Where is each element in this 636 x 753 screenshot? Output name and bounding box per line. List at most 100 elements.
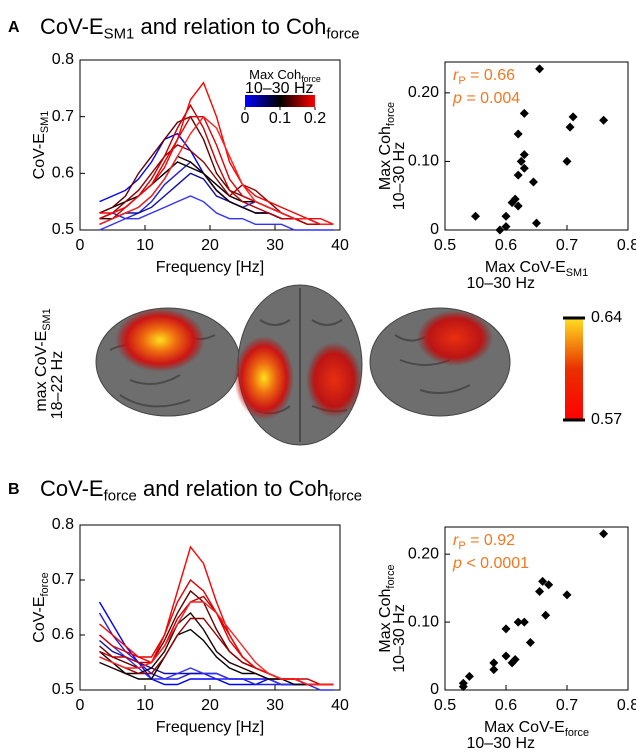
x-tick-label: 40 (331, 237, 349, 254)
scatter-point (528, 177, 538, 187)
y-tick-label: 0.5 (52, 681, 74, 698)
activation (115, 308, 205, 372)
stat-text: = 0.004 (462, 90, 520, 107)
text-part: max CoV-E (33, 331, 50, 412)
x-tick-label: 20 (201, 697, 219, 714)
text-part: Frequency [Hz] (156, 259, 264, 276)
x-tick-label: 0 (76, 697, 85, 714)
colorbar (245, 95, 315, 107)
y-tick-label: 0.6 (52, 165, 74, 182)
series-line (99, 115, 334, 226)
plot-frame (444, 526, 629, 691)
scatter-point (510, 194, 520, 204)
text-part: CoV-E (40, 476, 104, 501)
series-line (99, 628, 334, 686)
series-line (99, 589, 334, 686)
stat-symbol: p (452, 555, 462, 572)
scatter-point (495, 225, 505, 235)
x-tick-label: 0.7 (556, 237, 578, 254)
x-tick-label: 0.6 (495, 697, 517, 714)
text-part: force (329, 488, 362, 505)
text-part: force (301, 74, 321, 84)
stat-annotation: rP = 0.66 (453, 67, 515, 87)
scatter-point (519, 150, 529, 160)
stat-text: = 0.66 (466, 67, 515, 84)
text-part: and relation to Coh (134, 14, 326, 39)
scatter-point (501, 624, 511, 634)
y-axis-label: CoV-ESM1 (31, 111, 50, 180)
text-part: Frequency [Hz] (156, 719, 264, 736)
colorbar-tick-label: 0.2 (304, 110, 326, 127)
activation (234, 336, 294, 420)
series-line (99, 601, 334, 686)
brain-label: max CoV-ESM1 (33, 308, 52, 411)
scatter-point (458, 678, 468, 688)
y-tick-label: 0.7 (52, 571, 74, 588)
stat-text: = 0.92 (466, 532, 515, 549)
scatter-point (562, 156, 572, 166)
colorbar-tick-label: 0 (241, 110, 250, 127)
y-tick-label: 0.20 (408, 545, 439, 562)
scatter-point (489, 665, 499, 675)
panel-label: A (8, 19, 20, 36)
series-line (99, 578, 334, 686)
scatter-point (525, 637, 535, 647)
scatter-point (513, 617, 523, 627)
scatter-point (519, 163, 529, 173)
scatter-point (565, 122, 575, 132)
x-tick-label: 0.5 (434, 237, 456, 254)
x-tick-label: 0.5 (434, 697, 456, 714)
scatter-point (501, 651, 511, 661)
y-tick-label: 0.20 (408, 84, 439, 101)
y-tick-label: 0.10 (408, 153, 439, 170)
scatter-point (513, 201, 523, 211)
panel-title: CoV-Eforce and relation to Cohforce (40, 476, 362, 505)
series-line (99, 115, 334, 226)
x-tick-label: 10 (136, 697, 154, 714)
y-axis-note: 10–30 Hz (391, 142, 408, 211)
x-tick-label: 0.8 (617, 237, 636, 254)
series-line (99, 634, 334, 691)
scatter-point (544, 580, 554, 590)
text-part: Max Coh (377, 589, 394, 653)
text-part: Max CoV-E (485, 259, 566, 276)
colorbar-tick-label: 0.1 (269, 110, 291, 127)
text-part: CoV-E (31, 596, 48, 642)
y-tick-label: 0.10 (408, 613, 439, 630)
x-axis-label: Max CoV-ESM1 (485, 259, 588, 278)
brain-note: 18–22 Hz (49, 351, 66, 420)
scatter-point (532, 218, 541, 228)
text-part: CoV-E (40, 14, 104, 39)
scatter-point (541, 610, 551, 620)
x-axis-note: 10–30 Hz (467, 275, 536, 292)
x-tick-label: 30 (266, 697, 284, 714)
x-tick-label: 0.6 (495, 237, 517, 254)
scatter-point (519, 617, 529, 627)
stat-subscript: P (458, 540, 465, 552)
series-line (99, 115, 334, 226)
y-axis-label: Max Cohforce (377, 564, 396, 652)
x-axis-label: Frequency [Hz] (156, 719, 264, 736)
y-tick-label: 0 (430, 681, 439, 698)
text-part: Max Coh (249, 67, 301, 82)
scatter-point (535, 587, 545, 597)
series-line (99, 103, 334, 226)
scatter-point (535, 64, 545, 74)
text-part: SM1 (41, 308, 53, 330)
scatter-point (513, 129, 523, 139)
x-tick-label: 20 (201, 237, 219, 254)
y-tick-label: 0 (430, 221, 439, 238)
text-part: Max CoV-E (484, 719, 565, 736)
text-part: force (326, 26, 359, 43)
y-tick-label: 0.7 (52, 108, 74, 125)
x-tick-label: 40 (331, 697, 349, 714)
text-part: Max Coh (377, 126, 394, 190)
panel-label: B (8, 481, 20, 498)
text-part: force (385, 102, 397, 126)
stat-symbol: r (453, 532, 459, 549)
y-axis-note: 10–30 Hz (391, 604, 408, 673)
scatter-point (599, 115, 609, 125)
activation (417, 310, 493, 366)
stat-symbol: r (453, 67, 459, 84)
